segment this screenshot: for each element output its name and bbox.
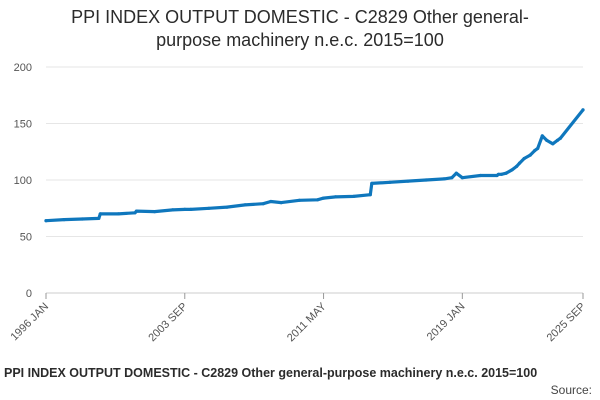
data-point (243, 203, 247, 207)
x-tick-label: 2025 SEP (545, 301, 589, 345)
grid-lines (46, 66, 583, 294)
data-point (518, 161, 522, 165)
x-tick-label: 2019 JAN (425, 301, 468, 344)
data-point (533, 149, 537, 153)
y-tick-label: 0 (26, 288, 32, 300)
data-point (261, 202, 265, 206)
x-tick-label: 2011 MAY (285, 300, 329, 344)
data-point (528, 153, 532, 157)
x-tick-label: 1996 JAN (8, 301, 51, 344)
data-point (297, 198, 301, 202)
data-point (80, 217, 84, 221)
data-point (510, 168, 514, 172)
data-point (98, 212, 102, 216)
data-point (153, 210, 157, 214)
data-point (424, 178, 428, 182)
data-point (171, 208, 175, 212)
series-layer (44, 108, 585, 223)
data-point (515, 164, 519, 168)
data-point (581, 108, 585, 112)
y-tick-label: 50 (20, 232, 32, 244)
data-point (134, 209, 139, 213)
y-axis: 0 50 100 150 200 (14, 62, 32, 300)
data-point (189, 207, 193, 211)
data-point (478, 173, 482, 178)
y-tick-label: 100 (14, 175, 32, 187)
data-point (504, 171, 508, 175)
data-point (536, 146, 540, 150)
data-point (352, 194, 356, 198)
data-point (558, 136, 563, 140)
data-point (269, 199, 273, 204)
series-line-0 (44, 108, 585, 223)
data-point (450, 176, 454, 180)
data-point (315, 198, 320, 202)
data-point (460, 176, 464, 180)
chart-title-line-1: PPI INDEX OUTPUT DOMESTIC - C2829 Other … (71, 7, 529, 27)
data-point (62, 218, 66, 222)
data-point (406, 179, 410, 183)
data-point (388, 180, 392, 184)
footer-title: PPI INDEX OUTPUT DOMESTIC - C2829 Other … (4, 366, 538, 380)
data-point (368, 193, 372, 197)
data-point (44, 219, 48, 223)
data-point (540, 134, 544, 138)
data-point (97, 216, 101, 220)
data-point (522, 156, 526, 161)
data-point (499, 172, 504, 176)
y-tick-label: 150 (14, 119, 32, 131)
data-point (116, 212, 120, 216)
data-point (496, 172, 501, 176)
data-point (322, 196, 326, 200)
data-point (279, 201, 283, 205)
data-point (551, 142, 555, 146)
source-label: Source: (550, 383, 592, 397)
data-point (207, 206, 211, 210)
data-point (555, 138, 560, 142)
data-point (225, 205, 229, 209)
data-point (454, 171, 458, 175)
data-point (370, 181, 374, 185)
data-point (334, 195, 338, 199)
y-tick-label: 200 (14, 62, 32, 74)
chart-title-line-2: purpose machinery n.e.c. 2015=100 (156, 30, 444, 50)
data-point (545, 138, 549, 142)
data-point (442, 177, 446, 181)
x-axis: 1996 JAN 2003 SEP 2011 MAY 2019 JAN 2025 SEP (8, 293, 588, 344)
data-point (183, 207, 187, 211)
x-tick-label: 2003 SEP (146, 301, 190, 345)
chart-title: PPI INDEX OUTPUT DOMESTIC - C2829 Other … (0, 6, 600, 52)
